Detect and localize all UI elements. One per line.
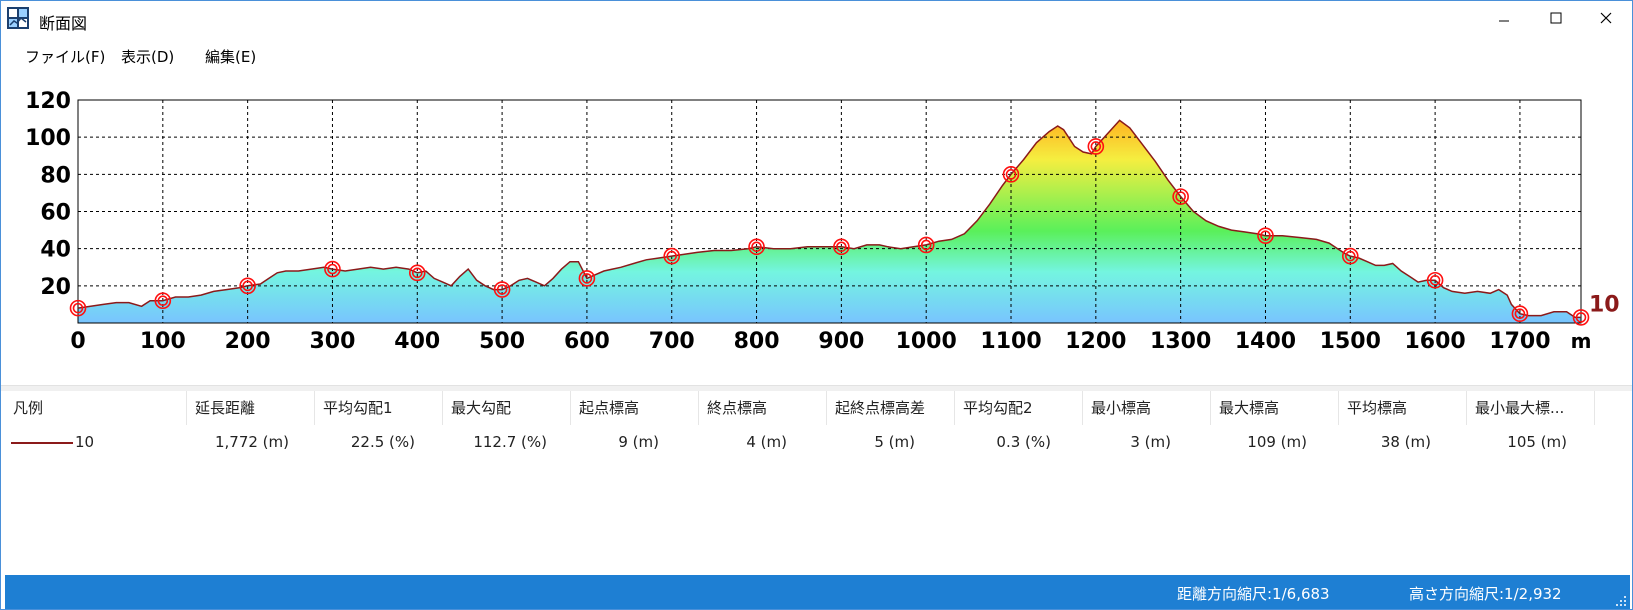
header-min-elev[interactable]: 最小標高 (1083, 391, 1211, 425)
minimize-icon (1499, 20, 1509, 22)
profile-point-marker[interactable] (663, 247, 681, 265)
cell-end-elev: 4 (m) (746, 433, 787, 451)
legend-label: 10 (75, 433, 95, 451)
plot-frame (77, 99, 1582, 324)
profile-point-marker[interactable] (578, 270, 596, 287)
header-length[interactable]: 延長距離 (187, 391, 315, 425)
header-legend[interactable]: 凡例 (5, 391, 187, 425)
y-tick-label: 60 (40, 201, 71, 226)
profile-point-marker[interactable] (1087, 138, 1105, 155)
y-tick-label: 80 (40, 163, 71, 188)
profile-point-marker[interactable] (1341, 247, 1359, 265)
profile-point-marker[interactable] (1257, 227, 1274, 244)
profile-area-fill (78, 120, 1581, 324)
maximize-button[interactable] (1529, 1, 1583, 35)
header-max-elev[interactable]: 最大標高 (1211, 391, 1339, 425)
minimize-button[interactable] (1477, 1, 1531, 35)
x-tick-label: 800 (734, 329, 780, 354)
legend-line-swatch (11, 442, 73, 444)
profile-chart-panel: 20 40 60 80 100 120 0 100 200 300 400 500 600 700 800 9… (1, 73, 1632, 385)
x-tick-label: 600 (564, 329, 610, 354)
status-bar: 距離方向縮尺:1/6,683 高さ方向縮尺:1/2,932 (5, 575, 1630, 609)
cell-max-slope: 112.7 (%) (473, 433, 547, 451)
close-icon (1600, 12, 1612, 24)
x-tick-label: 1700 (1489, 329, 1550, 354)
header-max-slope[interactable]: 最大勾配 (443, 391, 571, 425)
x-tick-label: 0 (70, 329, 85, 354)
cell-avg-slope1: 22.5 (%) (350, 433, 415, 451)
x-tick-label: 1300 (1150, 329, 1211, 354)
profile-point-marker[interactable] (1511, 305, 1529, 323)
cell-start-elev: 9 (m) (618, 433, 659, 451)
profile-point-marker[interactable] (833, 238, 850, 256)
table-row[interactable]: 10 1,772 (m) 22.5 (%) 112.7 (%) 9 (m) 4 … (1, 427, 1632, 457)
height-scale-label: 高さ方向縮尺:1/2,932 (1409, 585, 1562, 603)
header-avg-slope1[interactable]: 平均勾配1 (315, 391, 443, 425)
x-tick-label: 1100 (980, 329, 1041, 354)
x-tick-label: 900 (818, 329, 864, 354)
header-start-elev[interactable]: 起点標高 (571, 391, 699, 425)
series-end-label: 10 (1589, 292, 1620, 317)
profile-point-marker[interactable] (748, 238, 765, 256)
resize-grip-icon[interactable] (1615, 595, 1627, 607)
window-title: 断面図 (39, 14, 88, 33)
cell-min-max-diff: 105 (m) (1507, 433, 1567, 451)
cell-avg-slope2: 0.3 (%) (996, 433, 1051, 451)
title-bar[interactable]: 断面図 (1, 1, 1632, 37)
profile-point-marker[interactable] (917, 236, 935, 254)
maximize-icon (1550, 12, 1562, 24)
x-tick-label: 500 (479, 329, 525, 354)
profile-point-marker[interactable] (1572, 309, 1590, 326)
x-unit-label: m (1571, 329, 1592, 353)
x-tick-label: 400 (394, 329, 440, 354)
menu-edit[interactable]: 編集(E) (205, 48, 257, 66)
menu-bar: ファイル(F) 表示(D) 編集(E) (1, 41, 1632, 71)
profile-point-marker[interactable] (1426, 271, 1444, 289)
header-end-elev[interactable]: 終点標高 (699, 391, 827, 425)
header-elev-diff[interactable]: 起終点標高差 (827, 391, 955, 425)
profile-line (77, 119, 1581, 319)
profile-point-marker[interactable] (1002, 166, 1020, 183)
profile-point-marker[interactable] (239, 277, 256, 295)
cell-length: 1,772 (m) (214, 433, 289, 451)
profile-point-marker[interactable] (324, 260, 341, 278)
cell-avg-elev: 38 (m) (1380, 433, 1431, 451)
x-tick-label: 1500 (1320, 329, 1381, 354)
y-tick-label: 120 (25, 89, 71, 114)
cell-max-elev: 109 (m) (1247, 433, 1307, 451)
x-tick-label: 1200 (1065, 329, 1126, 354)
table-header: 凡例 延長距離 平均勾配1 最大勾配 起点標高 終点標高 起終点標高差 平均勾配… (1, 391, 1632, 425)
profile-point-marker[interactable] (1172, 188, 1189, 205)
header-avg-elev[interactable]: 平均標高 (1339, 391, 1467, 425)
profile-point-marker[interactable] (69, 299, 87, 317)
x-tick-label: 300 (309, 329, 355, 354)
menu-view[interactable]: 表示(D) (121, 48, 175, 66)
x-tick-label: 100 (140, 329, 186, 354)
cell-elev-diff: 5 (m) (874, 433, 915, 451)
cell-min-elev: 3 (m) (1130, 433, 1171, 451)
profile-point-marker[interactable] (154, 292, 172, 309)
y-tick-label: 100 (25, 126, 71, 151)
y-tick-label: 40 (40, 238, 71, 263)
header-min-max-diff[interactable]: 最小最大標... (1467, 391, 1595, 425)
x-tick-label: 1600 (1404, 329, 1465, 354)
menu-file[interactable]: ファイル(F) (25, 48, 106, 66)
x-tick-label: 1000 (896, 329, 957, 354)
summary-table: 凡例 延長距離 平均勾配1 最大勾配 起点標高 終点標高 起終点標高差 平均勾配… (1, 391, 1632, 573)
profile-point-marker[interactable] (408, 264, 426, 282)
x-tick-label: 700 (649, 329, 695, 354)
close-button[interactable] (1579, 1, 1633, 35)
distance-scale-label: 距離方向縮尺:1/6,683 (1177, 585, 1330, 603)
x-tick-label: 1400 (1235, 329, 1296, 354)
profile-point-marker[interactable] (493, 281, 511, 298)
y-tick-label: 20 (40, 275, 71, 300)
header-avg-slope2[interactable]: 平均勾配2 (955, 391, 1083, 425)
x-tick-label: 200 (225, 329, 271, 354)
app-icon (7, 7, 29, 29)
